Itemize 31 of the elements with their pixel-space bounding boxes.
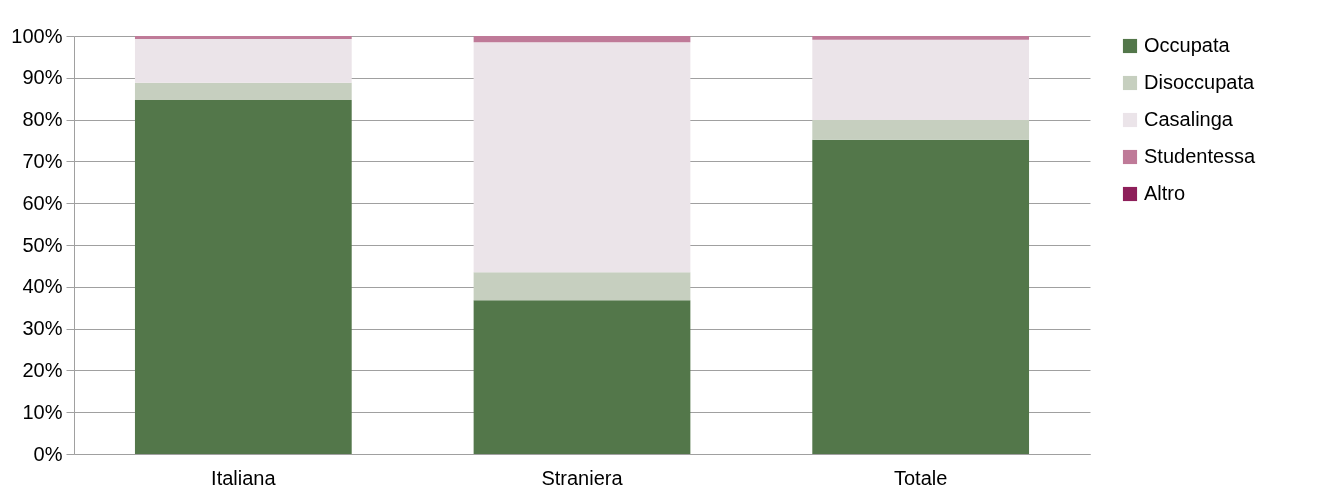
bar	[473, 300, 691, 454]
y-tick-label: 70%	[22, 149, 63, 172]
legend-label: Studentessa	[1144, 145, 1257, 167]
y-tick-label: 80%	[22, 108, 63, 131]
bar	[134, 82, 352, 100]
y-tick-label: 50%	[22, 233, 63, 256]
y-tick-label: 0%	[33, 442, 63, 465]
bar	[812, 36, 1030, 40]
bar	[812, 120, 1030, 140]
legend-label: Occupata	[1144, 34, 1231, 56]
y-tick-label: 20%	[22, 358, 63, 381]
x-tick-label: Totale	[893, 466, 948, 489]
y-tick-label: 100%	[11, 24, 63, 47]
y-tick-label: 10%	[22, 400, 63, 423]
bar	[473, 42, 691, 273]
y-tick-label: 40%	[22, 275, 63, 298]
legend-label: Altro	[1144, 182, 1186, 204]
bar	[134, 36, 352, 39]
bar	[812, 39, 1030, 121]
x-tick-label: Italiana	[211, 466, 277, 489]
bar	[473, 36, 691, 43]
bar	[134, 99, 352, 454]
bar	[812, 139, 1030, 454]
bar	[473, 272, 691, 301]
y-tick-label: 60%	[22, 191, 63, 214]
legend-label: Disoccupata	[1144, 71, 1255, 93]
y-tick-label: 90%	[22, 66, 63, 89]
legend-label: Casalinga	[1144, 108, 1234, 130]
bar	[134, 38, 352, 83]
y-tick-label: 30%	[22, 317, 63, 340]
x-tick-label: Straniera	[541, 466, 624, 489]
